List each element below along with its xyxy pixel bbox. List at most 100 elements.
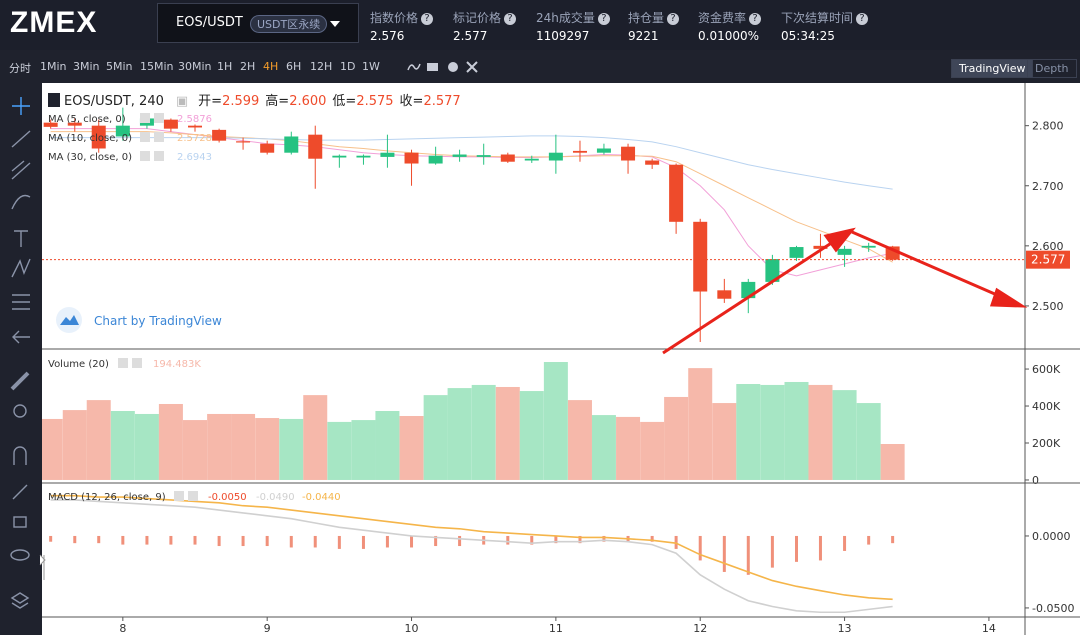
back-tool[interactable] [12,330,30,344]
crosshair-tool[interactable] [12,97,30,115]
legend-button[interactable] [140,132,150,142]
volume-bar [664,396,689,480]
volume-bar [567,400,592,480]
help-icon[interactable]: ? [749,13,762,25]
lock-tool[interactable] [13,516,27,528]
visibility-tool[interactable] [10,549,30,561]
contract-tag: USDT区永续 [250,15,328,33]
lock-draw-tool[interactable] [12,484,28,500]
legend-button[interactable] [154,132,164,142]
volume-bar [640,421,665,480]
measure-tool[interactable] [12,294,30,310]
candle-body [717,290,732,299]
candle-body [380,152,395,157]
macd-histogram-bar [121,535,125,545]
help-icon[interactable]: ? [597,13,610,25]
volume-bar [712,403,737,480]
help-icon[interactable]: ? [504,13,517,25]
candle-body [572,150,587,153]
stat-value: 2.577 [453,29,488,43]
fullscreen-icon[interactable] [466,61,478,73]
interval-button[interactable]: 15Min [140,60,174,73]
help-icon[interactable]: ? [667,13,680,25]
candle-body [548,152,563,161]
interval-button[interactable]: 6H [286,60,302,73]
view-tab[interactable]: TradingView [951,59,1034,78]
settings-icon[interactable] [448,62,458,72]
interval-button[interactable]: 分时 [9,62,31,75]
candle-body [645,160,660,165]
interval-button[interactable]: 3Min [73,60,100,73]
ma-line [50,131,893,263]
legend-button[interactable] [154,151,164,161]
watermark-text: Chart by TradingView [94,314,222,328]
legend-button[interactable] [140,113,150,123]
volume-bar [303,395,328,480]
interval-button[interactable]: 30Min [178,60,212,73]
interval-button[interactable]: 1Min [40,60,67,73]
legend-button[interactable] [188,491,198,501]
stat-label-text: 指数价格 [370,11,419,25]
macd-histogram-bar [818,535,822,561]
macd-histogram-bar [530,535,534,545]
macd-histogram-bar [361,535,365,549]
stat: 24h成交量? 1109297 [536,7,610,43]
symbol: EOS/USDT [176,15,243,30]
help-icon[interactable]: ? [856,13,869,25]
snapshot-icon[interactable] [427,63,438,71]
volume-bar [447,388,472,480]
frame [42,83,1080,635]
macd-histogram-bar [410,535,414,548]
candle-body [356,155,371,158]
candle-body [861,245,876,248]
pattern-tool[interactable] [11,258,31,278]
trend-tool[interactable] [11,130,31,148]
legend-button[interactable] [118,358,128,368]
symbol-selector[interactable]: EOS/USDT USDT区永续 [157,3,359,43]
volume-bar [856,403,881,480]
ma-value: 2.6943 [177,152,212,163]
interval-button[interactable]: 4H [263,60,279,73]
ma-legend: MA (30, close, 0) [48,152,132,163]
layers-tool[interactable] [10,592,30,609]
candle-body [452,154,467,157]
legend-button[interactable] [132,358,142,368]
volume-bar [134,413,159,480]
y-tick-label: 0.0000 [1032,530,1071,543]
magnet-tool[interactable] [13,446,27,465]
candle-body [596,148,611,153]
help-icon[interactable]: ? [421,13,434,25]
ruler-tool[interactable] [10,371,30,391]
collapse-handle[interactable] [39,554,46,580]
ohlc-label: 开= [198,94,222,109]
zoom-tool[interactable] [13,404,27,418]
interval-button[interactable]: 1H [217,60,233,73]
legend-button[interactable] [174,491,184,501]
volume-bar [351,420,376,480]
stat: 下次结算时间? 05:34:25 [781,7,869,43]
macd-histogram-bar [241,535,245,547]
legend-button[interactable] [140,151,150,161]
view-tab[interactable]: Depth [1027,59,1077,78]
fib-tool[interactable] [11,160,31,180]
stat-label: 资金费率? [698,7,762,26]
y-tick-label: 2.500 [1032,300,1064,313]
candle-body [621,146,636,161]
macd-histogram-bar [385,535,389,548]
macd-histogram-bar [458,535,462,547]
dropdown-arrow [330,21,340,27]
indicator-icon[interactable] [407,63,421,71]
text-tool[interactable] [14,230,28,247]
ohlc-value: 2.575 [356,94,393,109]
brush-tool[interactable] [11,194,31,210]
interval-button[interactable]: 1D [340,60,356,73]
macd-histogram-bar [217,535,221,547]
legend-button[interactable] [154,113,164,123]
volume-bar [207,413,232,480]
interval-button[interactable]: 12H [310,60,333,73]
macd-histogram-bar [313,535,317,548]
interval-button[interactable]: 1W [362,60,380,73]
volume-bar [808,384,833,480]
interval-button[interactable]: 2H [240,60,256,73]
interval-button[interactable]: 5Min [106,60,133,73]
